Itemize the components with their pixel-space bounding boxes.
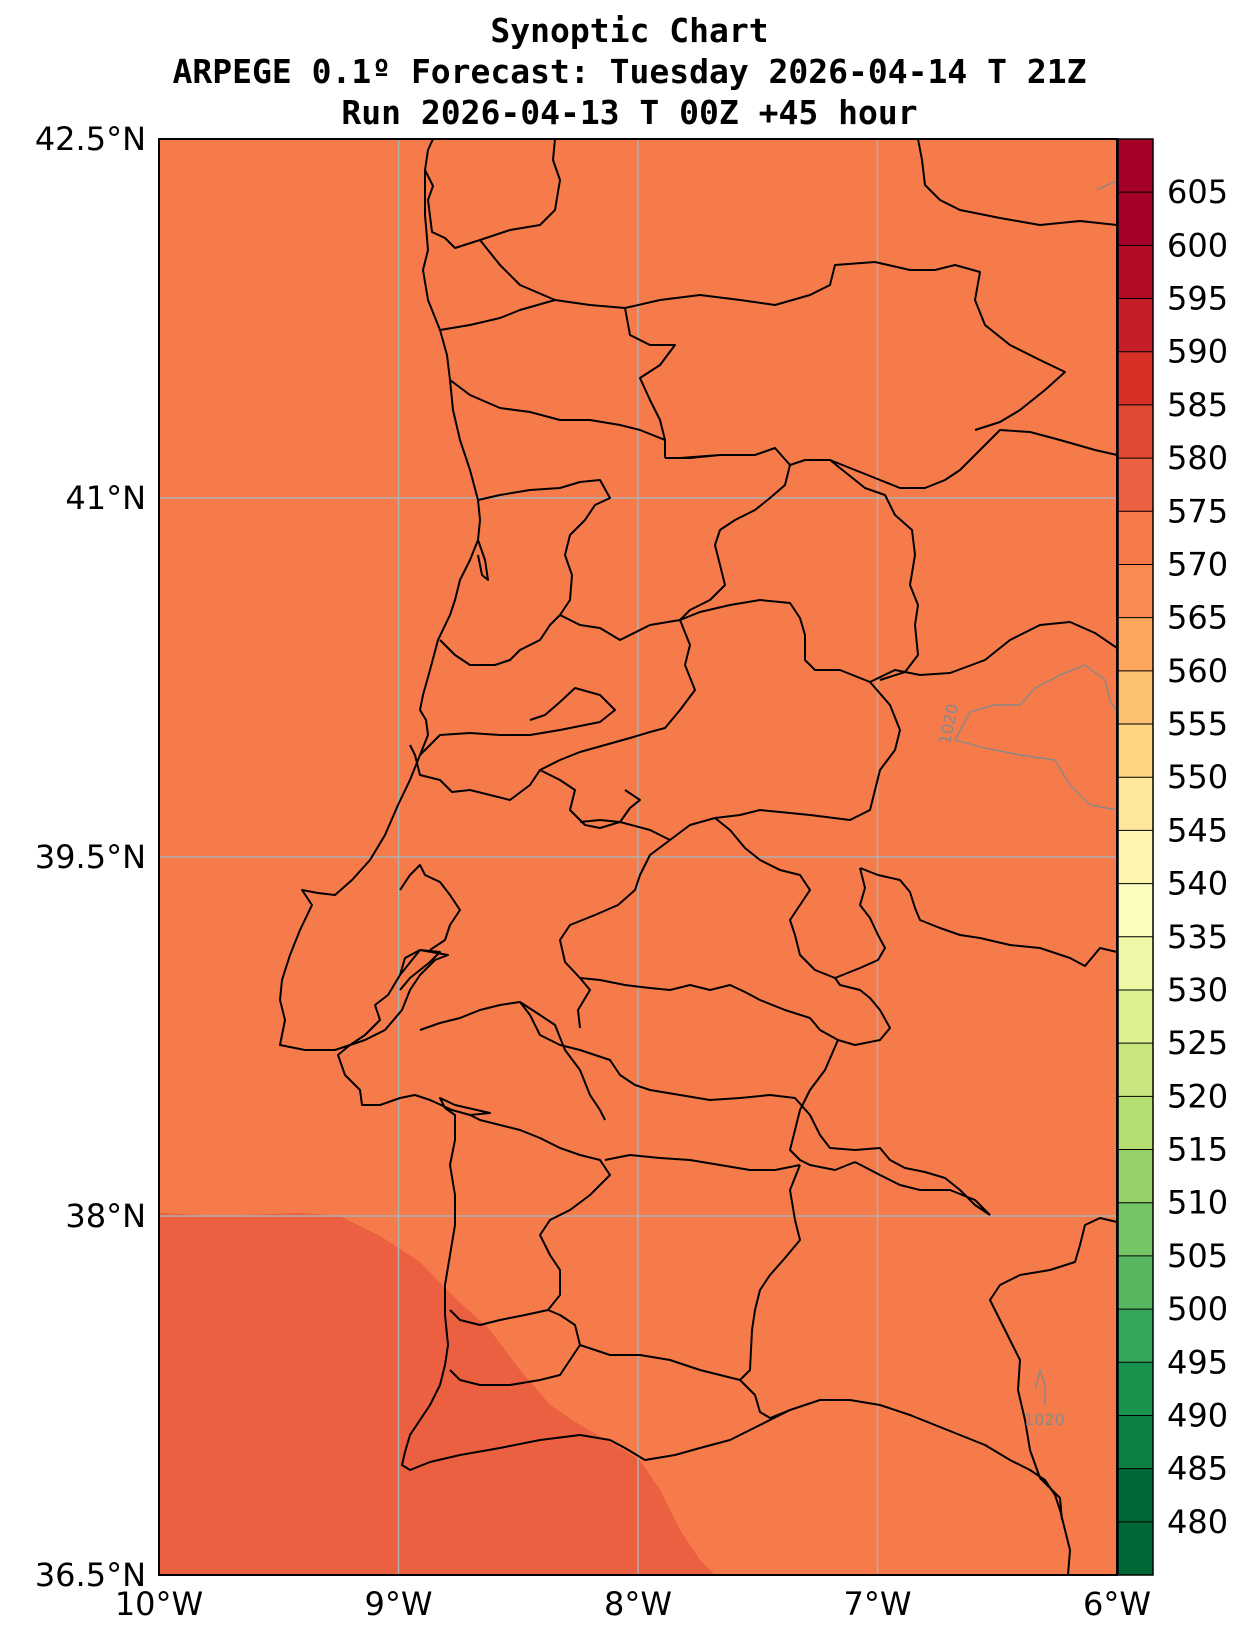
- lon-tick-label-0: 10°W: [115, 1585, 203, 1623]
- title-line-1: Synoptic Chart: [490, 11, 769, 50]
- colorbar-band-12: [1118, 830, 1153, 885]
- colorbar-label-7: 515: [1167, 1131, 1228, 1169]
- colorbar-band-14: [1118, 724, 1153, 778]
- colorbar-band-8: [1118, 1043, 1153, 1097]
- colorbar-band-1: [1118, 1415, 1153, 1470]
- colorbar-band-9: [1118, 989, 1153, 1044]
- isobar-1020-northeast: [1096, 180, 1118, 191]
- axis-ticks: 10°W 9°W 8°W 7°W 6°W 42.5°N 41°N 39.5°N 38°N 36.5…: [35, 120, 1151, 1623]
- colorbar-label-20: 580: [1167, 439, 1228, 477]
- colorbar-band-19: [1118, 458, 1153, 512]
- lon-tick-label-3: 7°W: [844, 1585, 912, 1623]
- isobar-1020-east: [954, 664, 1118, 741]
- lat-tick-label-1: 41°N: [65, 479, 146, 517]
- colorbar-band-20: [1118, 404, 1153, 459]
- lat-tick-label-0: 42.5°N: [35, 120, 146, 158]
- colorbar-label-17: 565: [1167, 599, 1228, 637]
- colorbar-label-9: 525: [1167, 1024, 1228, 1062]
- colorbar-band-17: [1118, 564, 1153, 619]
- title-line-2: ARPEGE 0.1º Forecast: Tuesday 2026-04-14…: [172, 52, 1087, 91]
- geopotential-fill-southwest: [159, 1213, 715, 1575]
- colorbar-band-15: [1118, 670, 1153, 725]
- lat-tick-label-2: 39.5°N: [35, 838, 146, 876]
- colorbar-band-13: [1118, 777, 1153, 831]
- colorbar-label-1: 485: [1167, 1450, 1228, 1488]
- map-frame: [158, 138, 1118, 1576]
- lat-tick-label-3: 38°N: [65, 1197, 146, 1235]
- coastline: [279, 138, 1071, 1576]
- lon-tick-label-2: 8°W: [604, 1585, 672, 1623]
- colorbar-band-3: [1118, 1309, 1153, 1363]
- estuary-lisbon: [399, 949, 441, 991]
- estuary-aveiro: [477, 539, 489, 581]
- colorbar-frame: [1117, 138, 1154, 1576]
- lat-tick-label-4: 36.5°N: [35, 1556, 146, 1594]
- colorbar-label-18: 570: [1167, 545, 1228, 583]
- colorbar-band-23: [1118, 245, 1153, 300]
- international-border: [829, 138, 1118, 1521]
- colorbar-label-23: 595: [1167, 280, 1228, 318]
- lon-tick-label-4: 6°W: [1083, 1585, 1151, 1623]
- colorbar-label-6: 510: [1167, 1184, 1228, 1222]
- isobar-label-2: 1020: [1024, 1410, 1065, 1429]
- colorbar-band-18: [1118, 511, 1153, 565]
- colorbar-band-21: [1118, 351, 1153, 406]
- colorbar-band-4: [1118, 1255, 1153, 1310]
- colorbar-band-6: [1118, 1149, 1153, 1204]
- colorbar-label-0: 480: [1167, 1503, 1228, 1541]
- colorbar-label-2: 490: [1167, 1396, 1228, 1434]
- colorbar-band-2: [1118, 1362, 1153, 1416]
- chart-title: Synoptic Chart ARPEGE 0.1º Forecast: Tue…: [0, 10, 1259, 133]
- colorbar-label-12: 540: [1167, 865, 1228, 903]
- colorbar-label-5: 505: [1167, 1237, 1228, 1275]
- coastline-and-borders: [279, 138, 1118, 1576]
- colorbar-label-25: 605: [1167, 173, 1228, 211]
- colorbar-label-14: 550: [1167, 758, 1228, 796]
- colorbar-label-3: 495: [1167, 1343, 1228, 1381]
- colorbar-label-11: 535: [1167, 918, 1228, 956]
- colorbar-label-13: 545: [1167, 811, 1228, 849]
- colorbar-label-4: 500: [1167, 1290, 1228, 1328]
- colorbar-label-22: 590: [1167, 333, 1228, 371]
- colorbar: 480 485 490 495 500 505 510 515 520 525 530 535 540 5…: [1117, 138, 1228, 1576]
- colorbar-label-8: 520: [1167, 1077, 1228, 1115]
- colorbar-band-22: [1118, 298, 1153, 353]
- colorbar-band-10: [1118, 936, 1153, 991]
- map-area: 1020 1020: [158, 138, 1118, 1576]
- colorbar-label-21: 585: [1167, 386, 1228, 424]
- colorbar-label-24: 600: [1167, 226, 1228, 264]
- lon-tick-label-1: 9°W: [365, 1585, 433, 1623]
- colorbar-band-16: [1118, 617, 1153, 672]
- colorbar-label-15: 555: [1167, 705, 1228, 743]
- colorbar-band-7: [1118, 1096, 1153, 1151]
- district-borders: [399, 239, 1066, 1419]
- colorbar-label-16: 560: [1167, 652, 1228, 690]
- colorbar-label-19: 575: [1167, 492, 1228, 530]
- colorbar-label-10: 530: [1167, 971, 1228, 1009]
- isobar-1020-southeast: [1034, 1367, 1046, 1405]
- colorbar-band-11: [1118, 883, 1153, 938]
- isobar-1020-east-lower: [954, 739, 1118, 811]
- title-line-3: Run 2026-04-13 T 00Z +45 hour: [341, 93, 918, 132]
- colorbar-band-5: [1118, 1202, 1153, 1257]
